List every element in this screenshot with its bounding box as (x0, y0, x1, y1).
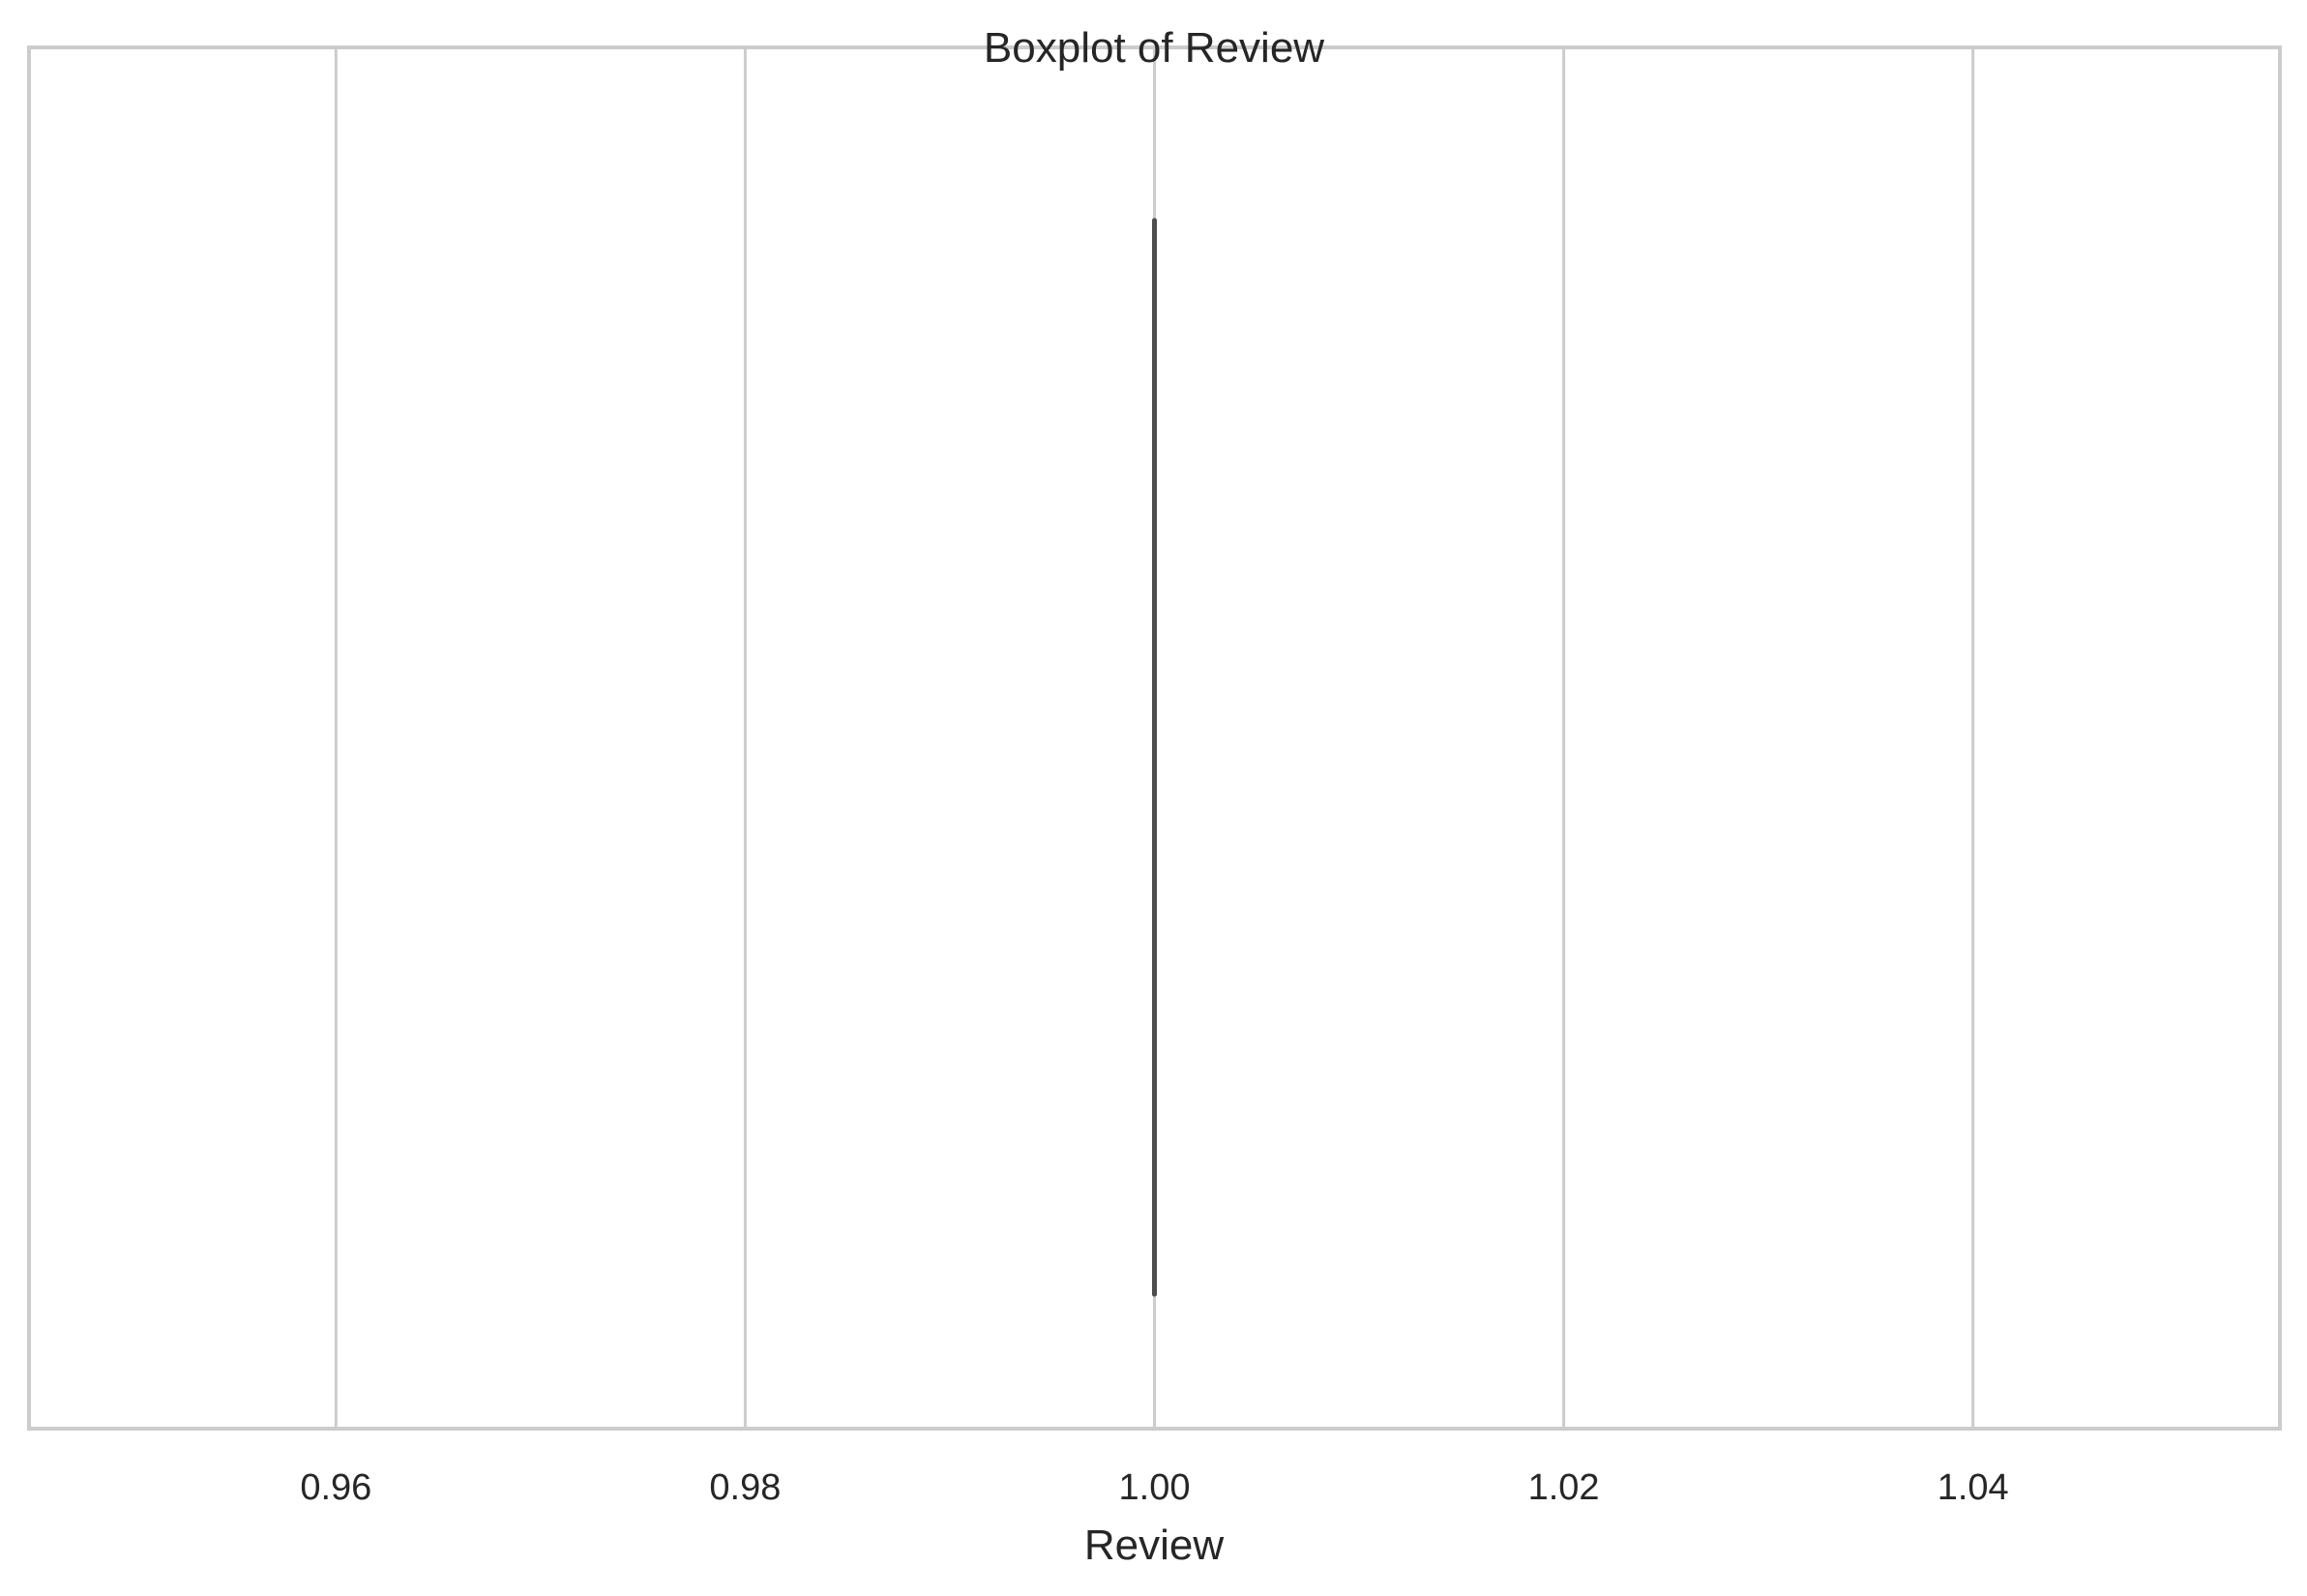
x-axis-label: Review (1084, 1522, 1224, 1569)
x-tick-label: 1.00 (1119, 1467, 1191, 1508)
x-tick-labels: 0.96 0.98 1.00 1.02 1.04 (300, 1467, 2008, 1508)
chart-title: Boxplot of Review (984, 24, 1324, 72)
x-tick-label: 1.02 (1528, 1467, 1600, 1508)
plot-frame (27, 45, 2282, 1431)
x-tick-label: 1.04 (1937, 1467, 2009, 1508)
x-tick-label: 0.98 (709, 1467, 781, 1508)
x-tick-label: 0.96 (300, 1467, 371, 1508)
